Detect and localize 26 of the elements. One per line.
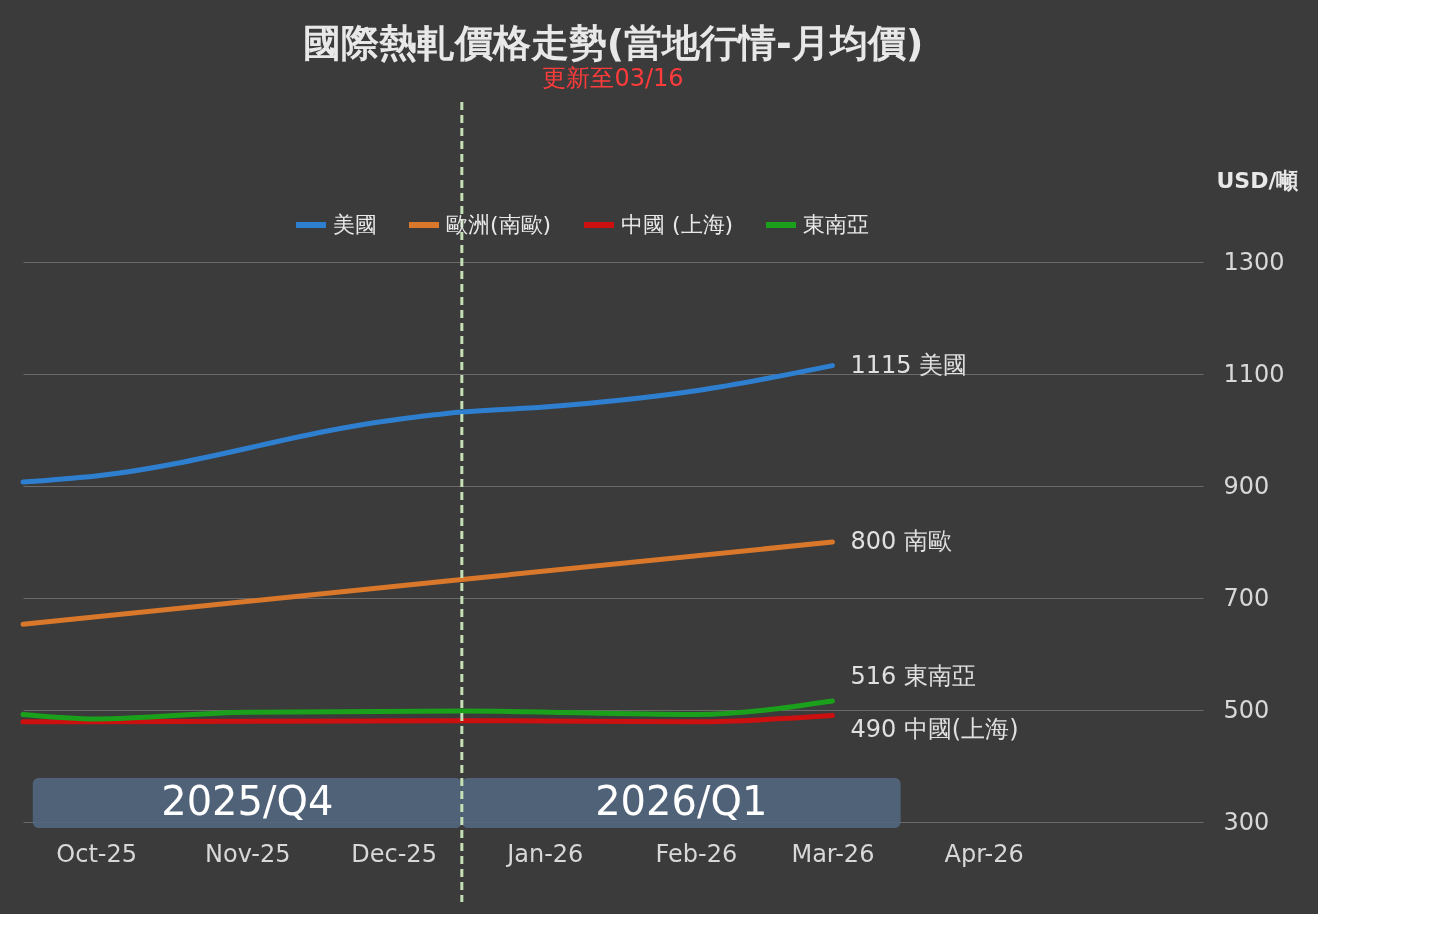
x-tick-label: Nov-25 xyxy=(205,839,291,868)
legend-label: 東南亞 xyxy=(803,212,869,237)
annotation: 800 南歐 xyxy=(850,527,952,555)
x-tick-label: Mar-26 xyxy=(791,839,875,868)
y-axis-title: USD/噸 xyxy=(1216,167,1300,193)
y-tick-label: 1300 xyxy=(1223,247,1285,276)
x-tick-label: Apr-26 xyxy=(944,839,1024,868)
annotation: 516 東南亞 xyxy=(850,662,976,691)
chart-subtitle: 更新至03/16 xyxy=(542,63,684,92)
legend-label: 歐洲(南歐) xyxy=(446,212,552,237)
x-tick-label: Jan-26 xyxy=(505,839,584,868)
x-tick-label: Dec-25 xyxy=(351,839,437,868)
y-tick-label: 700 xyxy=(1223,583,1270,612)
annotation: 490 中國(上海) xyxy=(850,714,1019,743)
y-tick-label: 1100 xyxy=(1223,359,1285,388)
band-label: 2026/Q1 xyxy=(595,778,768,824)
y-tick-label: 500 xyxy=(1223,695,1270,724)
band-label: 2025/Q4 xyxy=(161,778,334,824)
legend-label: 美國 xyxy=(333,212,377,237)
y-tick-label: 300 xyxy=(1223,807,1270,836)
y-tick-label: 900 xyxy=(1223,471,1270,500)
x-tick-label: Oct-25 xyxy=(56,839,137,868)
annotation: 1115 美國 xyxy=(850,350,968,379)
legend-label: 中國 (上海) xyxy=(621,212,734,237)
chart-title: 國際熱軋價格走勢(當地行情-月均價) xyxy=(302,20,924,65)
x-tick-label: Feb-26 xyxy=(655,839,738,868)
